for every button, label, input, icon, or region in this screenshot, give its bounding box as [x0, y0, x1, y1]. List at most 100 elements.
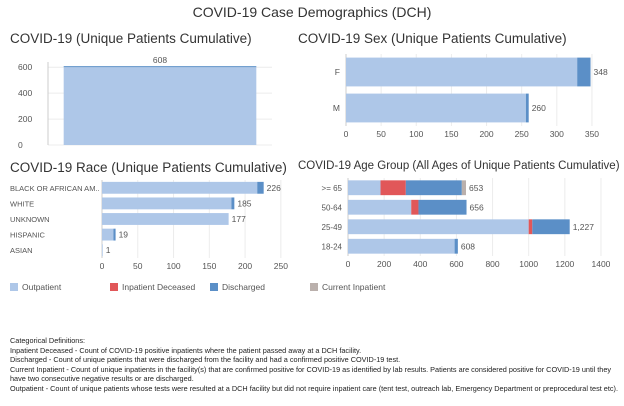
bar-outpatient [348, 238, 455, 254]
definitions: Categorical Definitions: Inpatient Decea… [10, 336, 618, 394]
y-tick-label: 600 [18, 62, 32, 72]
data-label-total: 608 [153, 55, 167, 65]
category-label: M [333, 103, 340, 113]
data-label-total: 1 [106, 245, 111, 255]
bar-outpatient [102, 228, 114, 241]
x-tick-label: 0 [344, 129, 349, 139]
legend-swatch-current-inpatient [310, 283, 318, 291]
legend-item-current-inpatient: Current Inpatient [310, 282, 385, 292]
bar-discharged [525, 93, 529, 123]
category-label: HISPANIC [10, 231, 45, 240]
data-label-total: 19 [119, 230, 129, 240]
legend: Outpatient Inpatient Deceased Discharged… [10, 282, 430, 296]
definition-inpatient-deceased: Inpatient Deceased - Count of COVID-19 p… [10, 345, 362, 355]
x-tick-label: 800 [485, 259, 499, 269]
legend-label-outpatient: Outpatient [22, 282, 62, 292]
legend-swatch-outpatient [10, 283, 18, 291]
x-tick-label: 200 [238, 261, 252, 271]
bar-discharged [454, 238, 458, 254]
data-label-total: 260 [532, 103, 546, 113]
bar-discharged [418, 199, 467, 215]
bar-outpatient [348, 199, 412, 215]
category-label: F [335, 67, 340, 77]
y-tick-label: 0 [18, 140, 23, 150]
legend-label-discharged: Discharged [222, 282, 265, 292]
category-label: 50-64 [322, 203, 343, 212]
data-label-total: 226 [267, 183, 281, 193]
x-tick-label: 1200 [555, 259, 574, 269]
legend-swatch-discharged [210, 283, 218, 291]
chart-title-sex: COVID-19 Sex (Unique Patients Cumulative… [298, 31, 567, 46]
category-label: >= 65 [322, 184, 343, 193]
bar-outpatient [346, 57, 578, 87]
page-title: COVID-19 Case Demographics (DCH) [192, 4, 432, 20]
data-label-total: 177 [232, 214, 246, 224]
bar-outpatient [102, 181, 258, 194]
y-tick-label: 200 [18, 114, 32, 124]
x-tick-label: 50 [376, 129, 386, 139]
chart-sex: 0 50 100 150 200 250 300 350 F 348 M 260 [333, 54, 608, 139]
data-label-total: 656 [470, 202, 484, 212]
bar-outpatient [348, 180, 381, 196]
chart-race: 0 50 100 150 200 250 BLACK OR AFRICAN AM.. 226 W… [10, 180, 288, 271]
category-label: ASIAN [10, 246, 33, 255]
bar-inpatient-deceased [528, 219, 533, 235]
x-tick-label: 100 [409, 129, 423, 139]
category-label: WHITE [10, 199, 34, 208]
bar-inpatient-deceased [411, 199, 419, 215]
definition-discharged: Discharged - Count of unique patients th… [10, 355, 401, 365]
definitions-heading: Categorical Definitions: [10, 336, 86, 345]
bar-discharged [257, 181, 264, 194]
chart-title-race: COVID-19 Race (Unique Patients Cumulativ… [10, 160, 287, 175]
x-tick-label: 300 [550, 129, 564, 139]
definition-current-inpatient: Current Inpatient - Count of unique inpa… [10, 364, 612, 384]
legend-item-inpatient-deceased: Inpatient Deceased [110, 282, 195, 292]
chart-age: 0 200 400 600 800 1000 1200 1400 >= 65 653 50-64 65… [322, 178, 611, 269]
bar-outpatient [63, 67, 257, 145]
x-tick-label: 200 [377, 259, 391, 269]
x-tick-label: 150 [202, 261, 216, 271]
bar-discharged [231, 197, 235, 210]
bar-discharged [577, 57, 591, 87]
x-tick-label: 100 [166, 261, 180, 271]
bar-discharged [113, 228, 116, 241]
chart-title-age: COVID-19 Age Group (All Ages of Unique P… [298, 160, 620, 172]
x-tick-label: 1400 [592, 259, 611, 269]
bar-inpatient-deceased [380, 180, 406, 196]
category-label: 25-49 [322, 223, 343, 232]
legend-item-discharged: Discharged [210, 282, 265, 292]
x-tick-label: 0 [346, 259, 351, 269]
x-tick-label: 50 [133, 261, 143, 271]
chart-title-cumulative: COVID-19 (Unique Patients Cumulative) [10, 31, 252, 46]
x-tick-label: 0 [100, 261, 105, 271]
x-tick-label: 250 [515, 129, 529, 139]
bar-outpatient [346, 93, 526, 123]
bar-discharged [532, 219, 570, 235]
x-tick-label: 200 [479, 129, 493, 139]
x-tick-label: 1000 [519, 259, 538, 269]
bar-discharged [63, 66, 257, 68]
category-label: BLACK OR AFRICAN AM.. [10, 184, 100, 193]
bar-current-inpatient [461, 180, 466, 196]
y-tick-label: 400 [18, 88, 32, 98]
x-tick-label: 150 [444, 129, 458, 139]
data-label-total: 1,227 [573, 222, 595, 232]
chart-cumulative: 0 200 400 600 608 [18, 55, 272, 150]
bar-outpatient [102, 244, 103, 257]
definition-outpatient: Outpatient - Count of unique patients wh… [10, 383, 618, 393]
data-label-total: 653 [469, 183, 483, 193]
legend-label-inpatient-deceased: Inpatient Deceased [122, 282, 196, 292]
bar-outpatient [102, 197, 232, 210]
bar-outpatient [348, 219, 529, 235]
x-tick-label: 250 [274, 261, 288, 271]
x-tick-label: 600 [449, 259, 463, 269]
bar-discharged [405, 180, 462, 196]
legend-swatch-inpatient-deceased [110, 283, 118, 291]
category-label: UNKNOWN [10, 215, 50, 224]
data-label-total: 608 [461, 241, 475, 251]
bar-outpatient [102, 213, 229, 225]
data-label-total: 185 [237, 198, 251, 208]
legend-item-outpatient: Outpatient [10, 282, 61, 292]
data-label-total: 348 [594, 67, 608, 77]
x-tick-label: 400 [413, 259, 427, 269]
